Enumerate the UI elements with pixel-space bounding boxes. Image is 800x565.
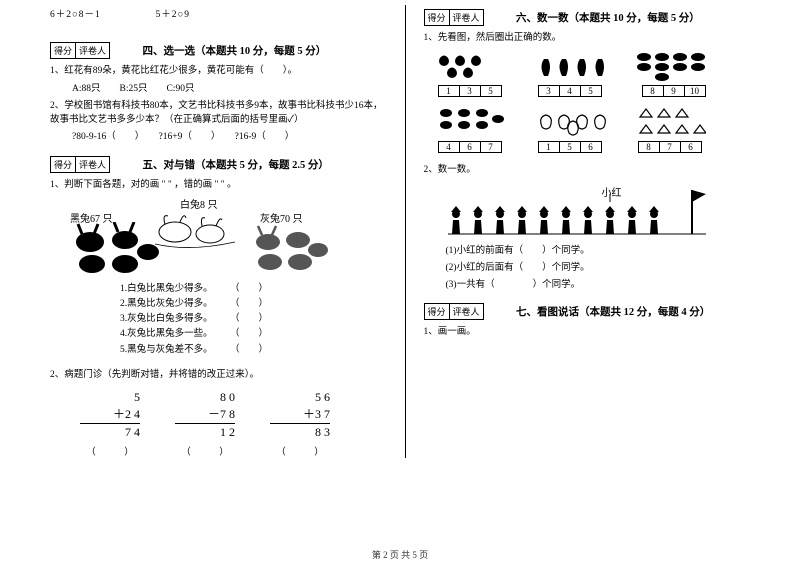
score-label: 得分 (51, 43, 76, 58)
fish-icon (634, 49, 714, 83)
paren: （ ） (230, 282, 270, 297)
top-equations: 6＋2○8－1 5＋2○9 (50, 8, 387, 22)
opt: 5 (481, 86, 501, 96)
s6-q2: 2、数一数。 (424, 163, 761, 177)
paren: （ ） (230, 327, 270, 342)
arith-mid: ＋2 4 (80, 405, 140, 422)
arith-paren: （ ） (80, 444, 140, 458)
black-rabbit-icon (70, 222, 160, 277)
opt: 3 (460, 86, 481, 96)
s5-q2: 2、病题门诊（先判断对错，并将错的改正过来）。 (50, 368, 387, 382)
opt: 6 (581, 142, 601, 152)
arith-top: 8 0 (175, 390, 235, 405)
rabbit-figure: 白兔8 只 黑兔67 只 灰兔70 只 (70, 198, 370, 278)
s6-q2c: (3)一共有（ ）个同学。 (446, 278, 761, 292)
arith-mid: －7 8 (175, 405, 235, 422)
s4-q2-opts: ?80-9-16（ ） ?16+9（ ） ?16-9（ ） (72, 130, 387, 144)
eq-b: 5＋2○9 (156, 10, 191, 20)
opt: 8 (639, 142, 660, 152)
j4: 4.灰兔比黑兔多一些。 (120, 327, 230, 342)
s6-q1: 1、先看图，然后圈出正确的数。 (424, 31, 761, 45)
opt: 5 (581, 86, 601, 96)
s4-q1-opts: A:88只 B:25只 C:90只 (72, 82, 387, 96)
grey-rabbit-label: 灰兔70 只 (260, 210, 303, 225)
count-item-peaches: 156 (534, 105, 606, 153)
opt: 7 (660, 142, 681, 152)
arith-top: 5 6 (270, 390, 330, 405)
arith-paren: （ ） (270, 444, 330, 458)
arith-a: 5 ＋2 4 7 4 （ ） (80, 390, 140, 458)
section-4-title: 四、选一选（本题共 10 分，每题 5 分） (143, 46, 327, 57)
arith-top: 5 (80, 390, 140, 405)
white-rabbit-icon (150, 204, 240, 250)
opt: 5 (560, 142, 581, 152)
j3: 3.灰兔比白兔多得多。 (120, 312, 230, 327)
count-item-hands: 345 (534, 49, 606, 97)
flowers-icon (434, 51, 506, 81)
grader-label: 评卷人 (76, 157, 109, 172)
score-label: 得分 (425, 304, 450, 319)
eq-a: 6＋2○8－1 (50, 10, 101, 20)
page-footer: 第 2 页 共 5 页 (0, 548, 800, 561)
section-5-title: 五、对与错（本题共 5 分，每题 2.5 分） (143, 160, 329, 171)
shells-icon (434, 105, 506, 139)
count-item-flowers: 135 (434, 49, 506, 97)
arith-c: 5 6 ＋3 7 8 3 （ ） (270, 390, 330, 458)
arith-mid: ＋3 7 (270, 405, 330, 422)
opt: 8 (643, 86, 664, 96)
s6-q2b: (2)小红的后面有（ ）个同学。 (446, 261, 761, 275)
arith-b: 8 0 －7 8 1 2 （ ） (175, 390, 235, 458)
s7-q1: 1、画一画。 (424, 325, 761, 339)
arith-paren: （ ） (175, 444, 235, 458)
opt: 4 (560, 86, 581, 96)
opt: 6 (460, 142, 481, 152)
triangles-icon (634, 105, 706, 139)
j2: 2.黑兔比灰兔少得多。 (120, 297, 230, 312)
opt: 9 (664, 86, 685, 96)
grader-label: 评卷人 (450, 304, 483, 319)
opt: 1 (439, 86, 460, 96)
paren: （ ） (230, 343, 270, 358)
grey-rabbit-icon (250, 224, 330, 274)
j5: 5.黑兔与灰兔差不多。 (120, 343, 230, 358)
xiaohong-label: 小红 (602, 184, 622, 199)
score-label: 得分 (425, 10, 450, 25)
opt: 10 (685, 86, 705, 96)
grader-label: 评卷人 (76, 43, 109, 58)
hands-icon (534, 51, 606, 81)
score-label: 得分 (51, 157, 76, 172)
count-item-fish: 8910 (634, 49, 714, 97)
count-row-2: 467 156 (434, 105, 761, 153)
paren: （ ） (230, 297, 270, 312)
opt: 1 (539, 142, 560, 152)
score-box-4: 得分 评卷人 (50, 42, 110, 59)
count-row-1: 135 345 (434, 49, 761, 97)
judge-list: 1.白兔比黑兔少得多。（ ） 2.黑兔比灰兔少得多。（ ） 3.灰兔比白兔多得多… (120, 282, 387, 358)
arith-bot: 1 2 (175, 425, 235, 440)
s4-q1: 1、红花有89朵，黄花比红花少很多，黄花可能有（ ）。 (50, 64, 387, 78)
opt: 7 (481, 142, 501, 152)
queue-icon (444, 184, 724, 240)
s6-q2a: (1)小红的前面有（ ）个同学。 (446, 244, 761, 258)
score-box-7: 得分 评卷人 (424, 303, 484, 320)
count-item-shells: 467 (434, 105, 506, 153)
score-box-5: 得分 评卷人 (50, 156, 110, 173)
section-6-title: 六、数一数（本题共 10 分，每题 5 分） (516, 13, 700, 24)
arith-bot: 8 3 (270, 425, 330, 440)
score-box-6: 得分 评卷人 (424, 9, 484, 26)
j1: 1.白兔比黑兔少得多。 (120, 282, 230, 297)
count-item-triangles: 876 (634, 105, 706, 153)
opt: 3 (539, 86, 560, 96)
peaches-icon (534, 107, 606, 137)
opt: 4 (439, 142, 460, 152)
opt: 6 (681, 142, 701, 152)
s4-q2: 2、学校图书馆有科技书80本，文艺书比科技书多9本，故事书比科技书少16本，故事… (50, 99, 387, 128)
queue-figure: 小红 (444, 184, 724, 240)
arithmetic-problems: 5 ＋2 4 7 4 （ ） 8 0 －7 8 1 2 （ ） 5 6 ＋3 7… (80, 390, 387, 458)
section-7-title: 七、看图说话（本题共 12 分，每题 4 分） (516, 307, 710, 318)
arith-bot: 7 4 (80, 425, 140, 440)
s5-q1: 1、判断下面各题，对的画 " " ，错的画 " " 。 (50, 178, 387, 192)
grader-label: 评卷人 (450, 10, 483, 25)
paren: （ ） (230, 312, 270, 327)
